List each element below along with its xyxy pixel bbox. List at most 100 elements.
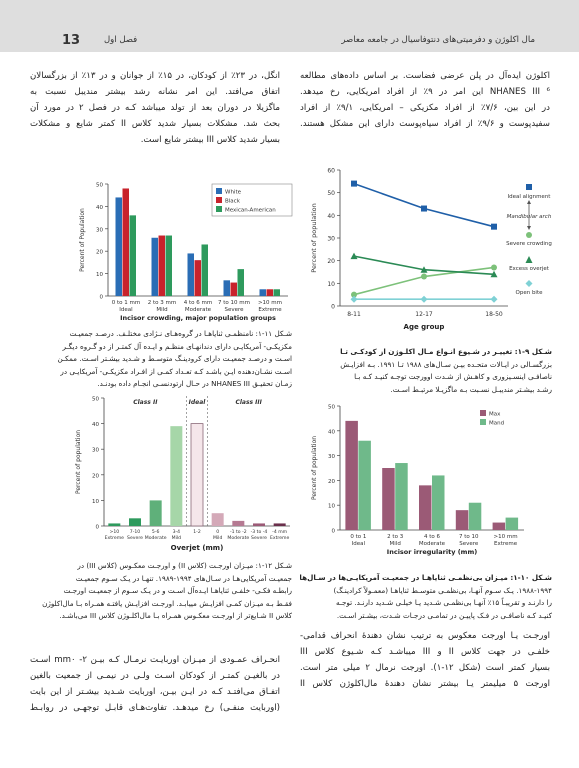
region-label: Class II [133, 399, 158, 406]
y-tick-label: 10 [327, 281, 335, 288]
legend-swatch [216, 197, 222, 203]
caption-line: جمعیـت آمریکایی‌هـا در سـال‌های ۱۹۹۴-۱۹۸… [75, 573, 292, 583]
x-sub-label: Extreme [258, 307, 282, 313]
x-tick-label: >10 mm [494, 534, 518, 540]
bar [273, 289, 280, 296]
legend-swatch [480, 410, 486, 416]
x-tick-label: 4 to 6 mm [184, 300, 212, 306]
bar [492, 522, 506, 530]
legend-label: Severe crowding [506, 241, 552, 247]
x-tick-label: >10 mm [258, 300, 282, 306]
data-point [420, 266, 428, 273]
y-tick-label: 40 [327, 213, 335, 220]
x-sub-label: Mild [213, 535, 223, 541]
text-line: در این بین، ۷/۶٪ از افراد مکزیکی – امریک… [300, 103, 550, 113]
legend-label: Black [225, 199, 241, 205]
data-point [420, 295, 428, 303]
y-tick-label: 10 [328, 504, 335, 510]
x-sub-label: Ideal [352, 541, 366, 547]
text-line: بسیار کمتر است (شکل ۱۲-۱). اورجت نرمال ۲… [300, 663, 550, 673]
text-line: بسیار شدید کلاس III بیشتر شایع است. [140, 135, 280, 145]
bar [345, 420, 358, 530]
text-line: اتفاق می‌افتد. این امر نشانه رشد بیشتر م… [30, 87, 280, 97]
text-left-bottom: انحـراف عمـودی از میـزان اوربایـت نرمـال… [30, 652, 280, 716]
x-axis-label: Incisor irregularity (mm) [387, 548, 477, 556]
region-label: Ideal [189, 399, 207, 406]
caption-line: اسـت و درصـد جمعیـت دارای کرودینـگ متوسـ… [57, 354, 292, 364]
bar [129, 518, 141, 526]
legend-box [211, 183, 293, 217]
data-point [350, 252, 358, 260]
y-axis-label: Percent of population [75, 430, 82, 494]
y-tick-label: 20 [328, 479, 335, 485]
data-point [421, 273, 427, 280]
data-point [490, 295, 498, 303]
data-point [491, 264, 497, 271]
bar [253, 523, 265, 526]
x-sub-label: Extreme [494, 541, 518, 547]
annotation-arrowhead [527, 226, 531, 230]
legend-swatch [216, 206, 222, 212]
caption-line: رشـد بیشـتر مندیبـل نسـبت بـه ماگزیـلا م… [390, 384, 552, 394]
caption-line: شـکل ۱۱-۱: نامنظمـی ثنایاهـا در گروه‌هـا… [69, 329, 292, 338]
text-line: خلفـی در جهت کلاس II و III میباشـد کـه ش… [300, 647, 550, 657]
x-tick-label: -4 mm [272, 529, 288, 535]
y-tick-label: 0 [331, 304, 335, 311]
caption-fig11: شـکل ۱۱-۱: نامنظمـی ثنایاهـا در گروه‌هـا… [30, 328, 292, 391]
page-number: 13 [62, 33, 81, 48]
x-axis-label: Age group [404, 323, 445, 331]
text-line: اورجـت یـا اورجت معکوس به ترتیب نشان دهن… [300, 631, 550, 641]
caption-line: کلاس II شـایع‌تر از اورجـت معکـوس همـراه… [59, 611, 292, 621]
bar [266, 289, 273, 296]
page-header: 13 فصل اول مال اکلوژن و دفرمیتی‌های دنتو… [0, 0, 579, 52]
chart-fig10-incisor-irregularity: 0 10 20 30 40 50 Percent of population 0 to 1Id… [311, 405, 524, 556]
text-line: NHANES III ⁶ این امر در ۹٪ از افراد امری… [300, 87, 550, 97]
caption-line: اسـت نشـان‌دهنده ایـن باشـد کـه تعـداد ک… [60, 366, 292, 376]
y-axis-label: Percent of population [311, 436, 318, 500]
legend-label: Excess overjet [509, 266, 550, 272]
bar [237, 269, 244, 296]
x-tick-label: -1 to -2 [230, 529, 247, 535]
text-line: در بالغیـن کمتـر از کودکان اسـت ولـی در … [30, 671, 280, 681]
x-tick-label: 2 to 3 [387, 534, 404, 540]
bar [190, 423, 204, 527]
bar [211, 513, 224, 526]
x-sub-label: Severe [251, 535, 267, 541]
chapter-label: فصل اول [104, 35, 138, 45]
text-line: اتفـاق می‌افتـد کـه در ایـن بیـن، اوربای… [30, 687, 280, 697]
text-right-top: اکلوژن ایده‌آل در پلن عرضی فضاست. بر اسا… [300, 68, 550, 132]
x-axis-label: Incisor crowding, major population group… [120, 314, 276, 322]
x-sub-label: Mild [172, 535, 182, 541]
legend-label: Mexican-American [225, 208, 276, 214]
x-sub-label: Moderate [419, 541, 446, 547]
bar [382, 468, 395, 530]
bar [170, 426, 183, 526]
y-tick-label: 20 [92, 473, 99, 479]
x-sub-label: Severe [224, 307, 244, 313]
y-tick-label: 30 [96, 227, 103, 233]
x-tick-label: 12-17 [415, 311, 433, 318]
y-tick-label: 40 [328, 429, 335, 435]
bar [432, 475, 445, 530]
legend-label: Open bite [516, 290, 544, 296]
x-sub-label: Mild [390, 541, 401, 547]
data-point [490, 270, 498, 278]
caption-line: فقـط بـه میـزان کمـی افزایـش مییابـد. او… [42, 598, 292, 608]
caption-line: شـکل ۹-۱: تغییـر در شـیوع انـواع مـال اک… [340, 347, 552, 356]
legend-swatch [480, 419, 486, 425]
y-axis-label: Percent of Population [79, 208, 86, 272]
y-tick-label: 60 [327, 168, 335, 175]
x-tick-label: 2 to 3 mm [148, 300, 176, 306]
x-tick-label: 8-11 [347, 311, 361, 318]
y-tick-label: 50 [327, 190, 335, 197]
caption-line: شـکل ۱۲-۱: میـزان اورجـت (کلاس II) و اور… [77, 561, 292, 570]
bar [358, 440, 371, 530]
caption-line: ۱۹۸۸-۱۹۹۴. یـک سـوم آنهـا، بی‌نظمـی متوس… [333, 585, 552, 595]
text-line: بحث شد. مشکلات بسیار شدید کلاس II کمتر ش… [30, 119, 280, 129]
data-point [351, 291, 357, 298]
chart-fig9-malocclusion-by-age: 0 10 20 30 40 50 60 Percent of population 8-11 12… [310, 168, 552, 332]
text-line: اورجت ۵ میلیمتر یـا بیشتر نشان دهندۀ مال… [300, 679, 550, 689]
bar [395, 463, 408, 530]
x-tick-label: 5-6 [152, 529, 160, 535]
